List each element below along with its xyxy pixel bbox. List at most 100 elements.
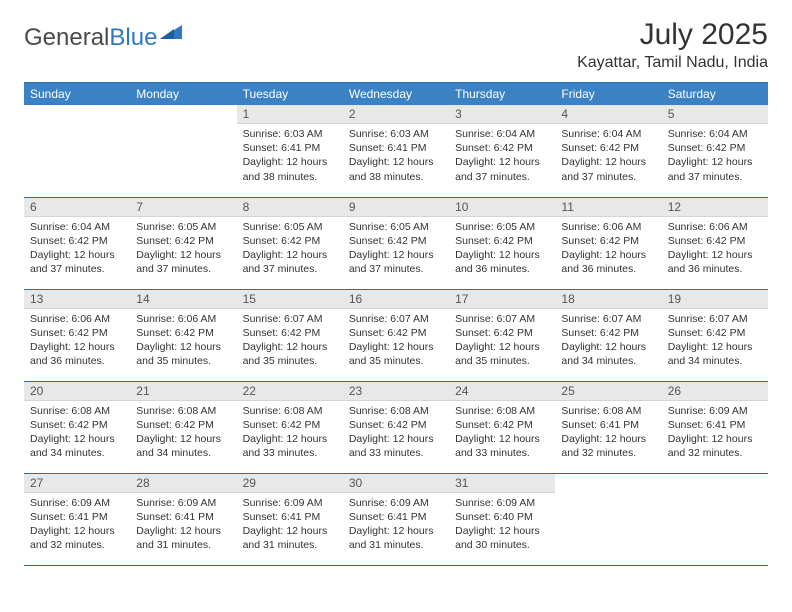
- day-details: Sunrise: 6:09 AMSunset: 6:40 PMDaylight:…: [449, 493, 555, 557]
- calendar-day-cell: 14Sunrise: 6:06 AMSunset: 6:42 PMDayligh…: [130, 289, 236, 381]
- day-details: Sunrise: 6:07 AMSunset: 6:42 PMDaylight:…: [555, 309, 661, 373]
- day-details: Sunrise: 6:07 AMSunset: 6:42 PMDaylight:…: [237, 309, 343, 373]
- calendar-day-cell: 10Sunrise: 6:05 AMSunset: 6:42 PMDayligh…: [449, 197, 555, 289]
- day-number: 15: [237, 290, 343, 309]
- calendar-day-cell: 4Sunrise: 6:04 AMSunset: 6:42 PMDaylight…: [555, 105, 661, 197]
- calendar-day-cell: 19Sunrise: 6:07 AMSunset: 6:42 PMDayligh…: [662, 289, 768, 381]
- calendar-day-cell: 11Sunrise: 6:06 AMSunset: 6:42 PMDayligh…: [555, 197, 661, 289]
- calendar-day-cell: 25Sunrise: 6:08 AMSunset: 6:41 PMDayligh…: [555, 381, 661, 473]
- day-number: 20: [24, 382, 130, 401]
- day-number: 31: [449, 474, 555, 493]
- calendar-day-cell: 3Sunrise: 6:04 AMSunset: 6:42 PMDaylight…: [449, 105, 555, 197]
- calendar-day-cell: 22Sunrise: 6:08 AMSunset: 6:42 PMDayligh…: [237, 381, 343, 473]
- day-number: 30: [343, 474, 449, 493]
- calendar-day-cell: 17Sunrise: 6:07 AMSunset: 6:42 PMDayligh…: [449, 289, 555, 381]
- day-details: Sunrise: 6:08 AMSunset: 6:42 PMDaylight:…: [24, 401, 130, 465]
- calendar-day-cell: 13Sunrise: 6:06 AMSunset: 6:42 PMDayligh…: [24, 289, 130, 381]
- calendar-day-cell: 1Sunrise: 6:03 AMSunset: 6:41 PMDaylight…: [237, 105, 343, 197]
- calendar-week-row: 13Sunrise: 6:06 AMSunset: 6:42 PMDayligh…: [24, 289, 768, 381]
- day-details: Sunrise: 6:03 AMSunset: 6:41 PMDaylight:…: [343, 124, 449, 188]
- calendar-day-cell: 9Sunrise: 6:05 AMSunset: 6:42 PMDaylight…: [343, 197, 449, 289]
- day-number: 23: [343, 382, 449, 401]
- calendar-day-cell: [555, 473, 661, 565]
- calendar-day-cell: 5Sunrise: 6:04 AMSunset: 6:42 PMDaylight…: [662, 105, 768, 197]
- day-details: Sunrise: 6:09 AMSunset: 6:41 PMDaylight:…: [24, 493, 130, 557]
- calendar-body: 1Sunrise: 6:03 AMSunset: 6:41 PMDaylight…: [24, 105, 768, 565]
- day-details: Sunrise: 6:08 AMSunset: 6:42 PMDaylight:…: [237, 401, 343, 465]
- day-details: Sunrise: 6:06 AMSunset: 6:42 PMDaylight:…: [24, 309, 130, 373]
- calendar-week-row: 6Sunrise: 6:04 AMSunset: 6:42 PMDaylight…: [24, 197, 768, 289]
- calendar-day-cell: 26Sunrise: 6:09 AMSunset: 6:41 PMDayligh…: [662, 381, 768, 473]
- day-details: Sunrise: 6:09 AMSunset: 6:41 PMDaylight:…: [343, 493, 449, 557]
- day-details: Sunrise: 6:09 AMSunset: 6:41 PMDaylight:…: [130, 493, 236, 557]
- day-number: 27: [24, 474, 130, 493]
- day-details: Sunrise: 6:06 AMSunset: 6:42 PMDaylight:…: [555, 217, 661, 281]
- weekday-header: Friday: [555, 83, 661, 106]
- calendar-day-cell: 31Sunrise: 6:09 AMSunset: 6:40 PMDayligh…: [449, 473, 555, 565]
- logo-text-blue: Blue: [109, 24, 157, 52]
- calendar-day-cell: 27Sunrise: 6:09 AMSunset: 6:41 PMDayligh…: [24, 473, 130, 565]
- weekday-header: Tuesday: [237, 83, 343, 106]
- calendar-day-cell: [24, 105, 130, 197]
- day-details: Sunrise: 6:05 AMSunset: 6:42 PMDaylight:…: [343, 217, 449, 281]
- day-details: Sunrise: 6:07 AMSunset: 6:42 PMDaylight:…: [343, 309, 449, 373]
- day-number: 21: [130, 382, 236, 401]
- day-details: Sunrise: 6:05 AMSunset: 6:42 PMDaylight:…: [449, 217, 555, 281]
- calendar-day-cell: 30Sunrise: 6:09 AMSunset: 6:41 PMDayligh…: [343, 473, 449, 565]
- calendar-day-cell: 7Sunrise: 6:05 AMSunset: 6:42 PMDaylight…: [130, 197, 236, 289]
- calendar-day-cell: [130, 105, 236, 197]
- calendar-day-cell: 12Sunrise: 6:06 AMSunset: 6:42 PMDayligh…: [662, 197, 768, 289]
- weekday-header: Saturday: [662, 83, 768, 106]
- day-number: 10: [449, 198, 555, 217]
- day-number: 9: [343, 198, 449, 217]
- day-details: Sunrise: 6:06 AMSunset: 6:42 PMDaylight:…: [662, 217, 768, 281]
- weekday-header: Monday: [130, 83, 236, 106]
- day-number: 6: [24, 198, 130, 217]
- day-details: Sunrise: 6:04 AMSunset: 6:42 PMDaylight:…: [662, 124, 768, 188]
- day-number: 29: [237, 474, 343, 493]
- day-details: Sunrise: 6:08 AMSunset: 6:42 PMDaylight:…: [343, 401, 449, 465]
- calendar-header-row: SundayMondayTuesdayWednesdayThursdayFrid…: [24, 83, 768, 106]
- weekday-header: Sunday: [24, 83, 130, 106]
- day-number: 16: [343, 290, 449, 309]
- day-details: Sunrise: 6:03 AMSunset: 6:41 PMDaylight:…: [237, 124, 343, 188]
- day-number: 24: [449, 382, 555, 401]
- day-number: 11: [555, 198, 661, 217]
- calendar-day-cell: 18Sunrise: 6:07 AMSunset: 6:42 PMDayligh…: [555, 289, 661, 381]
- day-number: 7: [130, 198, 236, 217]
- day-number: 5: [662, 105, 768, 124]
- day-details: Sunrise: 6:04 AMSunset: 6:42 PMDaylight:…: [555, 124, 661, 188]
- day-details: Sunrise: 6:07 AMSunset: 6:42 PMDaylight:…: [449, 309, 555, 373]
- calendar-day-cell: 6Sunrise: 6:04 AMSunset: 6:42 PMDaylight…: [24, 197, 130, 289]
- calendar-week-row: 27Sunrise: 6:09 AMSunset: 6:41 PMDayligh…: [24, 473, 768, 565]
- calendar-week-row: 1Sunrise: 6:03 AMSunset: 6:41 PMDaylight…: [24, 105, 768, 197]
- day-number: 26: [662, 382, 768, 401]
- logo-triangle-icon: [160, 18, 182, 46]
- month-title: July 2025: [577, 18, 768, 52]
- day-number: 2: [343, 105, 449, 124]
- day-details: Sunrise: 6:07 AMSunset: 6:42 PMDaylight:…: [662, 309, 768, 373]
- day-number: 3: [449, 105, 555, 124]
- calendar-day-cell: 15Sunrise: 6:07 AMSunset: 6:42 PMDayligh…: [237, 289, 343, 381]
- location-text: Kayattar, Tamil Nadu, India: [577, 54, 768, 72]
- day-details: Sunrise: 6:04 AMSunset: 6:42 PMDaylight:…: [24, 217, 130, 281]
- day-number: 25: [555, 382, 661, 401]
- calendar-day-cell: 8Sunrise: 6:05 AMSunset: 6:42 PMDaylight…: [237, 197, 343, 289]
- calendar-table: SundayMondayTuesdayWednesdayThursdayFrid…: [24, 82, 768, 566]
- calendar-day-cell: 16Sunrise: 6:07 AMSunset: 6:42 PMDayligh…: [343, 289, 449, 381]
- day-details: Sunrise: 6:09 AMSunset: 6:41 PMDaylight:…: [662, 401, 768, 465]
- logo: GeneralBlue: [24, 18, 182, 52]
- day-details: Sunrise: 6:09 AMSunset: 6:41 PMDaylight:…: [237, 493, 343, 557]
- day-number: 28: [130, 474, 236, 493]
- day-details: Sunrise: 6:05 AMSunset: 6:42 PMDaylight:…: [130, 217, 236, 281]
- day-details: Sunrise: 6:08 AMSunset: 6:42 PMDaylight:…: [130, 401, 236, 465]
- title-block: July 2025 Kayattar, Tamil Nadu, India: [577, 18, 768, 72]
- calendar-day-cell: 29Sunrise: 6:09 AMSunset: 6:41 PMDayligh…: [237, 473, 343, 565]
- logo-text-general: General: [24, 24, 109, 52]
- day-number: 4: [555, 105, 661, 124]
- weekday-header: Wednesday: [343, 83, 449, 106]
- day-number: 22: [237, 382, 343, 401]
- day-number: 13: [24, 290, 130, 309]
- day-number: 14: [130, 290, 236, 309]
- day-number: 19: [662, 290, 768, 309]
